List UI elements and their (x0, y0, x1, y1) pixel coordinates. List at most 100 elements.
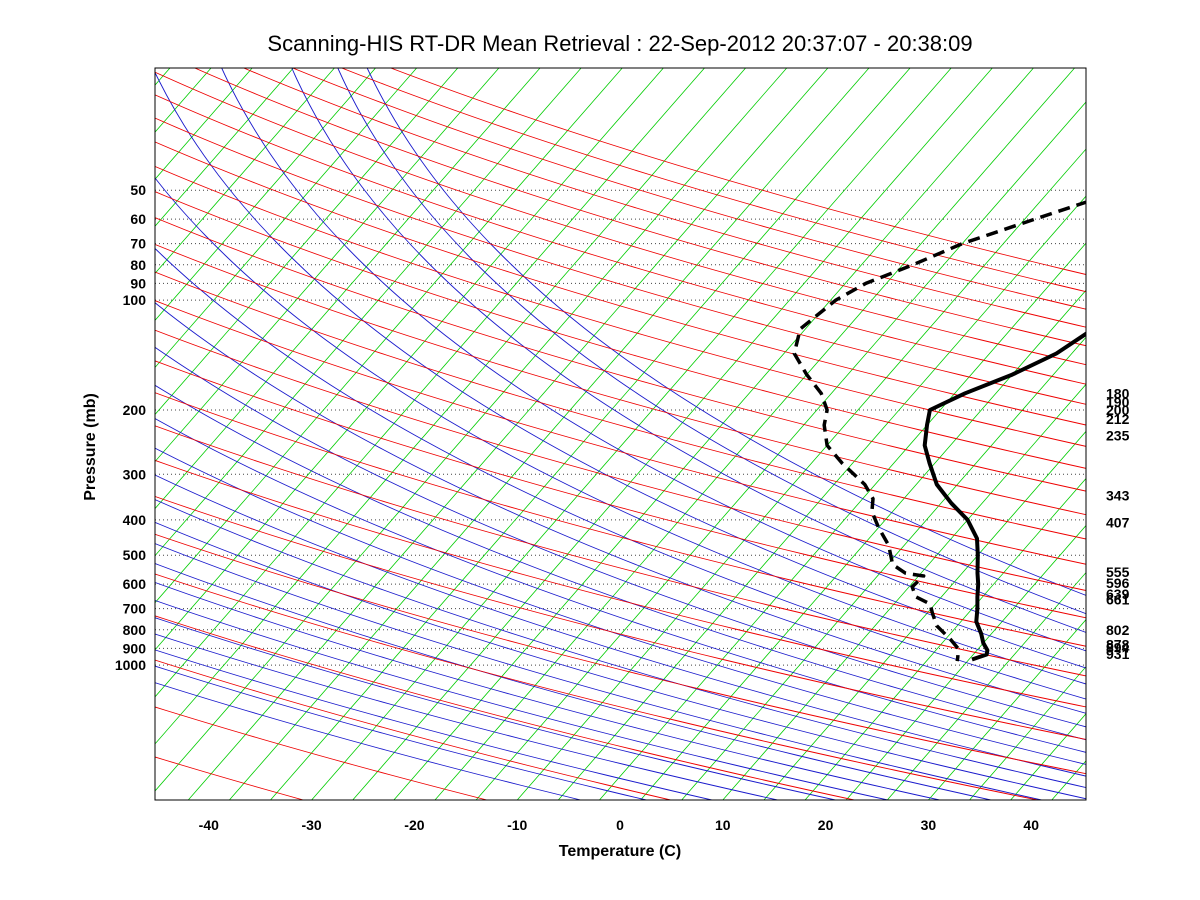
dry-adiabat-line (155, 459, 1086, 708)
right-pressure-label: 235 (1106, 428, 1130, 444)
isotherm-line (311, 68, 952, 800)
isotherm-line (155, 68, 664, 651)
x-tick-label: -20 (404, 817, 424, 833)
dry-adiabat-line (242, 68, 1086, 328)
isotherm-line (155, 68, 253, 180)
dry-adiabat-line (155, 94, 1086, 385)
isotherm-line (155, 68, 376, 322)
moist-adiabat-line (366, 68, 1086, 596)
dry-adiabat-line (155, 533, 1086, 775)
y-axis-label: Pressure (mb) (82, 393, 99, 501)
dry-adiabat-line (193, 68, 1086, 347)
dry-adiabats (155, 68, 1086, 800)
dewpoint-profile-line (792, 200, 1086, 662)
y-tick-label: 900 (123, 640, 147, 656)
sounding-series (792, 200, 1086, 662)
y-tick-label: 600 (123, 576, 147, 592)
x-tick-label: 40 (1023, 817, 1039, 833)
isotherm-line (804, 477, 1086, 800)
dry-adiabat-line (155, 300, 1086, 565)
isotherm-line (270, 68, 911, 800)
moist-adiabat-line (155, 563, 993, 800)
moist-adiabat-line (155, 247, 1086, 700)
y-tick-label: 90 (130, 275, 146, 291)
isotherm-line (393, 68, 1034, 800)
plot-frame (154, 67, 1087, 801)
isotherm-line (155, 68, 335, 274)
dry-adiabat-line (340, 68, 1086, 293)
isotherm-line (475, 101, 1086, 800)
y-tick-label: 200 (123, 402, 147, 418)
right-pressure-label: 931 (1106, 646, 1130, 662)
dry-adiabat-line (155, 495, 1086, 740)
y-tick-label: 80 (130, 257, 146, 273)
isotherm-line (155, 68, 500, 463)
isotherm-line (187, 68, 829, 800)
right-pressure-label: 894 (1106, 639, 1130, 655)
moist-adiabat-line (155, 447, 1086, 765)
y-tick-label: 500 (123, 547, 147, 563)
moist-adiabat-line (155, 543, 1044, 800)
dry-adiabat-line (155, 165, 1086, 447)
right-pressure-label: 802 (1106, 622, 1130, 638)
dry-adiabat-line (155, 271, 1086, 540)
dry-adiabat-line (155, 659, 673, 800)
x-tick-label: 0 (616, 817, 624, 833)
isotherm-line (886, 571, 1086, 800)
y-tick-label: 300 (123, 466, 147, 482)
y-tick-label: 100 (123, 292, 147, 308)
isotherm-line (681, 336, 1086, 800)
x-tick-label: 10 (715, 817, 731, 833)
moist-adiabat-line (155, 346, 1086, 728)
isotherm-line (434, 68, 1075, 800)
isotherm-line (155, 68, 582, 557)
isotherm-line (155, 68, 417, 369)
right-pressure-label: 343 (1106, 488, 1130, 504)
x-tick-label: -30 (301, 817, 321, 833)
moist-adiabat-line (337, 68, 1086, 615)
right-pressure-label: 878 (1106, 636, 1130, 652)
temperature-profile-line (922, 331, 1086, 662)
moist-adiabat-line (155, 617, 838, 800)
isotherm-line (1134, 68, 1200, 800)
right-pressure-label: 596 (1106, 575, 1130, 591)
isotherm-line (352, 68, 993, 800)
isotherm-line (229, 68, 870, 800)
isotherm-line (640, 289, 1086, 800)
right-pressure-label: 190 (1106, 394, 1130, 410)
x-tick-label: -40 (199, 817, 219, 833)
y-tick-label: 700 (123, 601, 147, 617)
right-pressure-label: 212 (1106, 411, 1130, 427)
right-pressure-label: 661 (1106, 591, 1130, 607)
moist-adiabat-line (155, 521, 1086, 800)
dry-adiabat-line (155, 360, 1086, 619)
moist-adiabat-line (155, 581, 942, 800)
dry-adiabat-line (155, 117, 1086, 405)
isotherm-line (1175, 68, 1200, 800)
isotherm-line (845, 524, 1086, 800)
x-tick-labels: -40 -30 -20 -10 0 10 20 30 40 (199, 817, 1040, 833)
dry-adiabat-line (155, 392, 1086, 647)
y-tick-label: 50 (130, 182, 146, 198)
dry-adiabat-line (291, 68, 1086, 310)
x-tick-label: -10 (507, 817, 527, 833)
dry-adiabat-line (155, 141, 1086, 426)
background-lines (0, 68, 1200, 800)
y-tick-label: 1000 (115, 657, 146, 673)
dry-adiabat-line (155, 615, 857, 800)
dry-adiabat-line (155, 243, 1086, 516)
moist-adiabat-line (155, 418, 1086, 753)
dry-adiabat-line (155, 329, 1086, 591)
isotherm-line (155, 68, 294, 227)
dry-adiabat-line (155, 706, 489, 800)
x-tick-label: 30 (921, 817, 937, 833)
right-pressure-label: 555 (1106, 564, 1130, 580)
moist-adiabat-line (155, 649, 714, 800)
isotherm-line (0, 68, 129, 800)
isotherm-line (155, 68, 623, 604)
isotherm-line (0, 68, 5, 800)
isotherm-line (928, 619, 1086, 800)
isotherm-line (155, 68, 788, 792)
